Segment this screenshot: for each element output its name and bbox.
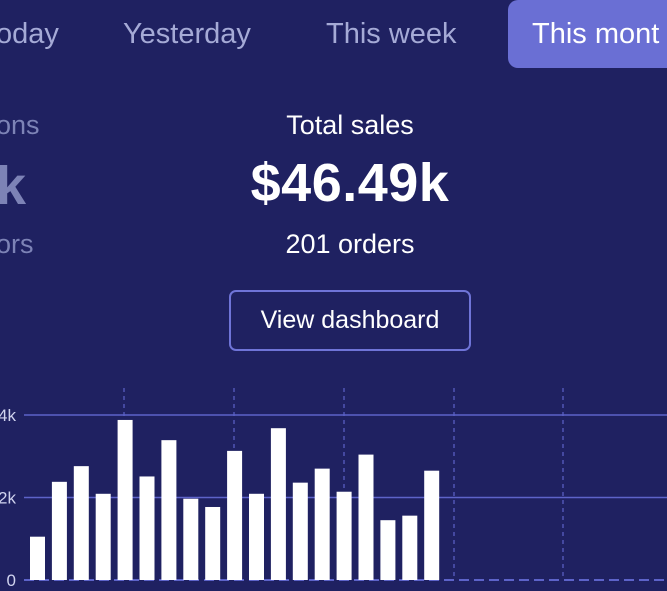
chart-bar[interactable]: [183, 498, 199, 580]
chart-bar[interactable]: [117, 419, 133, 580]
chart-bar[interactable]: [292, 482, 308, 580]
view-dashboard-label: View dashboard: [260, 306, 440, 334]
tab-this-week-label: This week: [326, 17, 457, 50]
view-dashboard-button[interactable]: View dashboard: [229, 290, 471, 351]
tab-this-week[interactable]: This week: [326, 0, 457, 68]
chart-bar[interactable]: [161, 440, 177, 580]
chart-bar[interactable]: [30, 536, 45, 580]
chart-bar[interactable]: [205, 506, 221, 580]
tab-this-month[interactable]: This mont: [508, 0, 667, 68]
chart-bar[interactable]: [227, 450, 243, 580]
tab-today-label: oday: [0, 17, 59, 50]
chart-bar[interactable]: [270, 428, 286, 580]
chart-bar[interactable]: [249, 493, 264, 580]
orders-count: 201 orders: [285, 229, 415, 259]
chart-bar[interactable]: [358, 454, 374, 580]
total-sales-value: $46.49k: [250, 153, 450, 213]
chart-bar[interactable]: [380, 520, 396, 580]
chart-bar[interactable]: [95, 493, 111, 580]
y-tick-label: 2k: [0, 489, 16, 508]
y-tick-label: 4k: [0, 406, 16, 425]
chart-bar[interactable]: [73, 466, 89, 580]
chart-bar[interactable]: [336, 491, 352, 580]
chart-bar[interactable]: [314, 468, 330, 580]
tab-today[interactable]: oday: [0, 0, 59, 68]
tab-yesterday[interactable]: Yesterday: [123, 0, 251, 68]
chart-bar[interactable]: [402, 515, 418, 580]
left-panel-label: ons: [0, 110, 40, 140]
tab-this-month-label: This mont: [532, 17, 660, 50]
chart-bar[interactable]: [51, 481, 67, 580]
total-sales-label: Total sales: [286, 110, 414, 140]
chart-bar[interactable]: [139, 476, 155, 580]
chart-bar[interactable]: [424, 470, 440, 580]
left-panel-value: k: [0, 156, 27, 216]
y-tick-label: 0: [7, 571, 16, 590]
left-panel-sub: ors: [0, 229, 34, 259]
tab-yesterday-label: Yesterday: [123, 17, 251, 50]
sales-bar-chart: 0 2k 4k: [0, 388, 667, 590]
